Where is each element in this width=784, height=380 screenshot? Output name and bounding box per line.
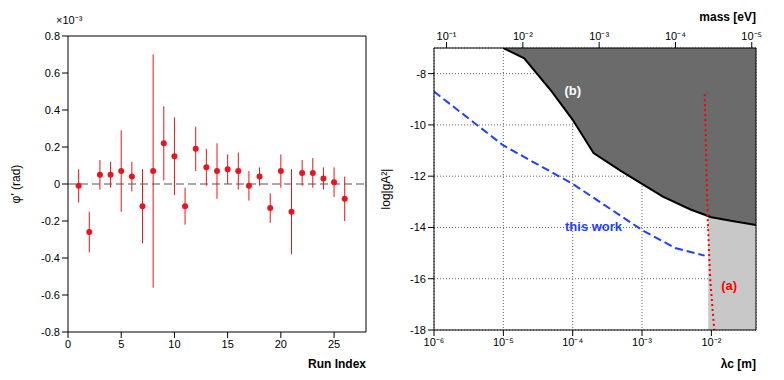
svg-text:-18: -18 <box>410 324 426 336</box>
svg-text:-12: -12 <box>410 170 426 182</box>
svg-text:10⁻⁵: 10⁻⁵ <box>493 336 514 348</box>
svg-text:-10: -10 <box>410 119 426 131</box>
svg-text:-8: -8 <box>416 68 426 80</box>
svg-text:-0.8: -0.8 <box>41 326 60 338</box>
svg-text:-0.4: -0.4 <box>41 252 60 264</box>
svg-text:10⁻¹: 10⁻¹ <box>437 30 457 42</box>
html-text:×10⁻³: ×10⁻³ <box>56 14 83 26</box>
svg-text:0.8: 0.8 <box>45 30 60 42</box>
svg-text:0.6: 0.6 <box>45 67 60 79</box>
svg-text:25: 25 <box>328 338 340 350</box>
svg-text:log|gA²|: log|gA²| <box>380 169 393 210</box>
svg-text:φ' (rad): φ' (rad) <box>9 165 23 204</box>
svg-text:0.2: 0.2 <box>45 141 60 153</box>
svg-text:10: 10 <box>168 338 180 350</box>
svg-text:-14: -14 <box>410 221 426 233</box>
svg-text:0: 0 <box>54 178 60 190</box>
svg-text:5: 5 <box>118 338 124 350</box>
svg-text:10⁻⁶: 10⁻⁶ <box>424 336 445 348</box>
svg-text:20: 20 <box>275 338 287 350</box>
svg-text:15: 15 <box>222 338 234 350</box>
svg-text:mass [eV]: mass [eV] <box>699 10 756 24</box>
svg-text:10⁻²: 10⁻² <box>701 336 721 348</box>
svg-text:10⁻⁴: 10⁻⁴ <box>562 336 583 348</box>
svg-text:10⁻³: 10⁻³ <box>589 30 609 42</box>
svg-text:10⁻⁵: 10⁻⁵ <box>741 30 762 42</box>
svg-text:-0.6: -0.6 <box>41 289 60 301</box>
svg-text:0: 0 <box>65 338 71 350</box>
svg-text:(b): (b) <box>564 83 581 98</box>
svg-text:10⁻⁴: 10⁻⁴ <box>665 30 686 42</box>
svg-text:10⁻²: 10⁻² <box>513 30 533 42</box>
svg-text:(a): (a) <box>721 278 737 293</box>
svg-text:-0.2: -0.2 <box>41 215 60 227</box>
svg-text:0.4: 0.4 <box>45 104 60 116</box>
svg-text:-16: -16 <box>410 273 426 285</box>
svg-text:λc [m]: λc [m] <box>721 357 756 371</box>
svg-text:Run Index: Run Index <box>308 357 366 371</box>
svg-text:10⁻³: 10⁻³ <box>632 336 652 348</box>
svg-text:this work: this work <box>565 219 623 234</box>
